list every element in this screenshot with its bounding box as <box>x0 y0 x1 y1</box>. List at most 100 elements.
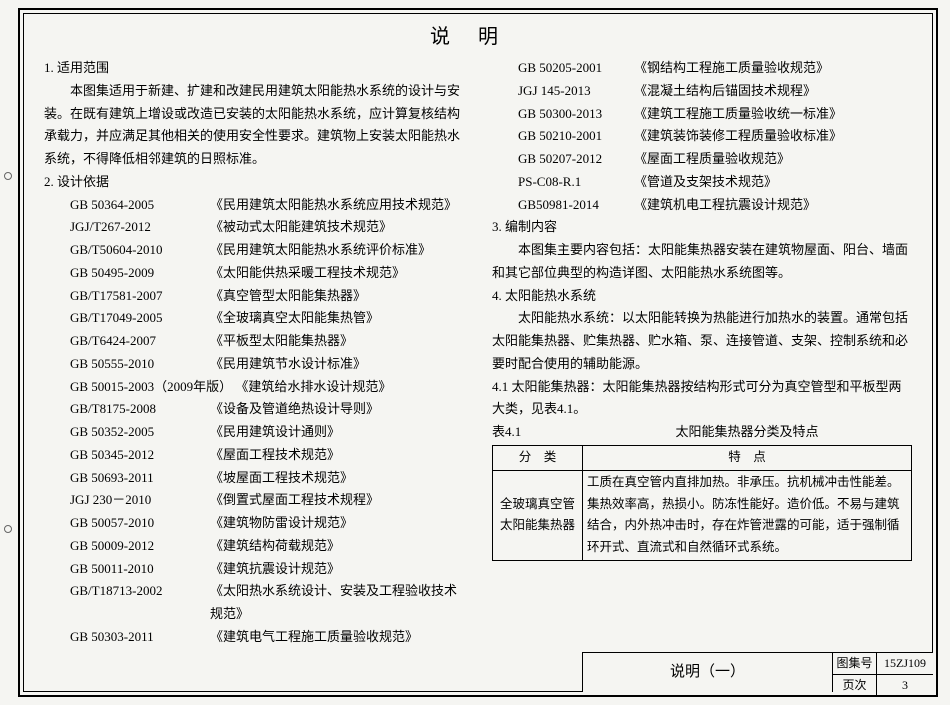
standard-code: GB 50015-2003（2009年版） 《建筑给水排水设计规范》 <box>70 376 391 399</box>
table-number: 表4.1 <box>492 421 582 444</box>
section-4-para2: 4.1 太阳能集热器：太阳能集热器按结构形式可分为真空管型和平板型两大类，见表4… <box>492 376 912 422</box>
standard-name: 《建筑机电工程抗震设计规范》 <box>634 194 912 217</box>
th-category: 分 类 <box>493 445 583 470</box>
section-2-heading: 2. 设计依据 <box>44 171 464 194</box>
standard-name: 《民用建筑设计通则》 <box>210 421 464 444</box>
td-category: 全玻璃真空管太阳能集热器 <box>493 470 583 561</box>
standard-line: GB 50205-2001《钢结构工程施工质量验收规范》 <box>492 57 912 80</box>
standard-line: GB/T6424-2007《平板型太阳能集热器》 <box>44 330 464 353</box>
standard-name: 《建筑电气工程施工质量验收规范》 <box>210 626 464 649</box>
standard-line: GB 50303-2011《建筑电气工程施工质量验收规范》 <box>44 626 464 649</box>
standard-name: 《全玻璃真空太阳能集热管》 <box>210 307 464 330</box>
standard-code: GB 50300-2013 <box>518 103 634 126</box>
standard-line: GB 50057-2010《建筑物防雷设计规范》 <box>44 512 464 535</box>
page-number: 3 <box>877 675 933 696</box>
standard-line: GB/T8175-2008《设备及管道绝热设计导则》 <box>44 398 464 421</box>
standard-name: 《太阳热水系统设计、安装及工程验收技术规范》 <box>210 580 464 626</box>
standard-line: GB 50009-2012《建筑结构荷载规范》 <box>44 535 464 558</box>
standard-code: GB50981-2014 <box>518 194 634 217</box>
standard-code: JGJ/T267-2012 <box>70 216 210 239</box>
standard-line: GB 50693-2011《坡屋面工程技术规范》 <box>44 467 464 490</box>
standard-line: GB 50555-2010《民用建筑节水设计标准》 <box>44 353 464 376</box>
standard-line: GB 50345-2012《屋面工程技术规范》 <box>44 444 464 467</box>
standard-code: GB/T8175-2008 <box>70 398 210 421</box>
standard-line: GB/T17049-2005《全玻璃真空太阳能集热管》 <box>44 307 464 330</box>
standard-code: GB/T17581-2007 <box>70 285 210 308</box>
standard-code: GB 50207-2012 <box>518 148 634 171</box>
section-3-heading: 3. 编制内容 <box>492 216 912 239</box>
standard-name: 《建筑结构荷载规范》 <box>210 535 464 558</box>
standard-name: 《建筑装饰装修工程质量验收标准》 <box>634 125 912 148</box>
right-standards-list: GB 50205-2001《钢结构工程施工质量验收规范》JGJ 145-2013… <box>492 57 912 216</box>
standard-code: GB 50352-2005 <box>70 421 210 444</box>
standard-code: GB 50011-2010 <box>70 558 210 581</box>
standard-name: 《被动式太阳能建筑技术规范》 <box>210 216 464 239</box>
page-title: 说明 <box>44 20 912 55</box>
standard-name: 《屋面工程质量验收规范》 <box>634 148 912 171</box>
standard-code: GB 50555-2010 <box>70 353 210 376</box>
table-caption: 表4.1 太阳能集热器分类及特点 <box>492 421 912 444</box>
standard-line: JGJ 230－2010《倒置式屋面工程技术规程》 <box>44 489 464 512</box>
standard-name: 《平板型太阳能集热器》 <box>210 330 464 353</box>
outer-frame: 说明 1. 适用范围 本图集适用于新建、扩建和改建民用建筑太阳能热水系统的设计与… <box>18 8 938 697</box>
section-1-heading: 1. 适用范围 <box>44 57 464 80</box>
standard-name: 《设备及管道绝热设计导则》 <box>210 398 464 421</box>
standard-code: PS-C08-R.1 <box>518 171 634 194</box>
standard-code: GB/T50604-2010 <box>70 239 210 262</box>
standard-name: 《民用建筑太阳能热水系统评价标准》 <box>210 239 464 262</box>
standard-name: 《太阳能供热采暖工程技术规范》 <box>210 262 464 285</box>
standard-line: GB/T17581-2007《真空管型太阳能集热器》 <box>44 285 464 308</box>
standard-line: GB 50352-2005《民用建筑设计通则》 <box>44 421 464 444</box>
standard-name: 《建筑物防雷设计规范》 <box>210 512 464 535</box>
standard-line: GB 50210-2001《建筑装饰装修工程质量验收标准》 <box>492 125 912 148</box>
standard-code: JGJ 230－2010 <box>70 489 210 512</box>
standard-line: GB 50495-2009《太阳能供热采暖工程技术规范》 <box>44 262 464 285</box>
standard-line: GB 50300-2013《建筑工程施工质量验收统一标准》 <box>492 103 912 126</box>
standard-code: GB 50009-2012 <box>70 535 210 558</box>
content-columns: 1. 适用范围 本图集适用于新建、扩建和改建民用建筑太阳能热水系统的设计与安装。… <box>44 57 912 649</box>
table-title: 太阳能集热器分类及特点 <box>582 421 912 444</box>
atlas-label: 图集号 <box>833 653 877 674</box>
standard-line: GB50981-2014《建筑机电工程抗震设计规范》 <box>492 194 912 217</box>
standard-name: 《倒置式屋面工程技术规程》 <box>210 489 464 512</box>
section-4-para1: 太阳能热水系统：以太阳能转换为热能进行加热水的装置。通常包括太阳能集热器、贮集热… <box>492 307 912 375</box>
standard-name: 《民用建筑太阳能热水系统应用技术规范》 <box>210 194 464 217</box>
standard-code: GB 50210-2001 <box>518 125 634 148</box>
standard-name: 《建筑抗震设计规范》 <box>210 558 464 581</box>
standard-code: GB 50057-2010 <box>70 512 210 535</box>
standard-name: 《真空管型太阳能集热器》 <box>210 285 464 308</box>
section-4-heading: 4. 太阳能热水系统 <box>492 285 912 308</box>
left-standards-list: GB 50364-2005《民用建筑太阳能热水系统应用技术规范》JGJ/T267… <box>44 194 464 649</box>
standard-line: JGJ 145-2013《混凝土结构后锚固技术规程》 <box>492 80 912 103</box>
standard-name: 《钢结构工程施工质量验收规范》 <box>634 57 912 80</box>
standard-line: PS-C08-R.1《管道及支架技术规范》 <box>492 171 912 194</box>
standard-name: 《混凝土结构后锚固技术规程》 <box>634 80 912 103</box>
section-1-para: 本图集适用于新建、扩建和改建民用建筑太阳能热水系统的设计与安装。在既有建筑上增设… <box>44 80 464 171</box>
binding-holes <box>2 0 14 705</box>
standard-code: GB 50693-2011 <box>70 467 210 490</box>
inner-frame: 说明 1. 适用范围 本图集适用于新建、扩建和改建民用建筑太阳能热水系统的设计与… <box>23 13 933 692</box>
collector-table: 分 类 特 点 全玻璃真空管太阳能集热器 工质在真空管内直排加热。非承压。抗机械… <box>492 445 912 561</box>
section-3-para: 本图集主要内容包括：太阳能集热器安装在建筑物屋面、阳台、墙面和其它部位典型的构造… <box>492 239 912 285</box>
standard-code: GB/T17049-2005 <box>70 307 210 330</box>
standard-line: GB 50364-2005《民用建筑太阳能热水系统应用技术规范》 <box>44 194 464 217</box>
standard-line: GB 50207-2012《屋面工程质量验收规范》 <box>492 148 912 171</box>
standard-name: 《坡屋面工程技术规范》 <box>210 467 464 490</box>
standard-line: GB/T50604-2010《民用建筑太阳能热水系统评价标准》 <box>44 239 464 262</box>
standard-line: JGJ/T267-2012《被动式太阳能建筑技术规范》 <box>44 216 464 239</box>
left-column: 1. 适用范围 本图集适用于新建、扩建和改建民用建筑太阳能热水系统的设计与安装。… <box>44 57 464 649</box>
right-column: GB 50205-2001《钢结构工程施工质量验收规范》JGJ 145-2013… <box>492 57 912 649</box>
standard-name: 《屋面工程技术规范》 <box>210 444 464 467</box>
sheet-meta: 图集号 15ZJ109 页次 3 <box>833 653 933 692</box>
standard-code: GB 50303-2011 <box>70 626 210 649</box>
th-feature: 特 点 <box>583 445 912 470</box>
td-feature: 工质在真空管内直排加热。非承压。抗机械冲击性能差。集热效率高，热损小。防冻性能好… <box>583 470 912 561</box>
standard-code: GB/T6424-2007 <box>70 330 210 353</box>
standard-code: GB 50495-2009 <box>70 262 210 285</box>
title-block: 说明（一） 图集号 15ZJ109 页次 3 <box>582 652 933 692</box>
standard-code: GB 50345-2012 <box>70 444 210 467</box>
page-label: 页次 <box>833 675 877 696</box>
standard-code: GB 50364-2005 <box>70 194 210 217</box>
standard-name: 《建筑工程施工质量验收统一标准》 <box>634 103 912 126</box>
atlas-number: 15ZJ109 <box>877 653 933 674</box>
